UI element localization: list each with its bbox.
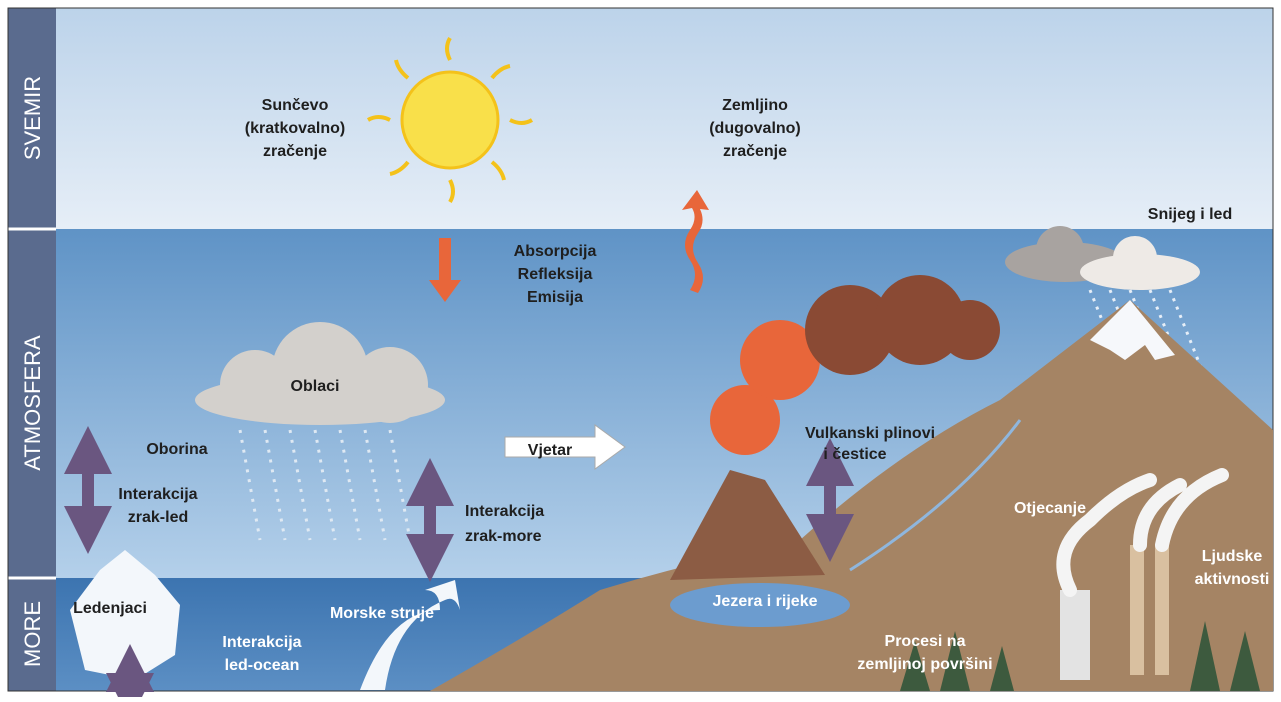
label: Oborina [146, 441, 207, 458]
label: (kratkovalno) [245, 120, 345, 137]
label: Vulkanski plinovi [805, 425, 935, 442]
label: led-ocean [225, 657, 300, 674]
label: zračenje [263, 143, 327, 160]
label: Zemljino [722, 97, 788, 114]
band-label: ATMOSFERA [20, 335, 45, 471]
label: zračenje [723, 143, 787, 160]
label: zemljinoj površini [857, 656, 992, 673]
label: Interakcija [465, 503, 544, 520]
climate-diagram: SVEMIR ATMOSFERA MORE [0, 0, 1281, 697]
label: Interakcija [118, 486, 197, 503]
label: i čestice [823, 446, 886, 463]
label: Morske struje [330, 605, 434, 622]
sun-disk [402, 72, 498, 168]
label: Ljudske [1202, 548, 1263, 565]
band-label: MORE [20, 601, 45, 667]
label: zrak-led [128, 509, 188, 526]
label: aktivnosti [1195, 571, 1270, 588]
label: zrak-more [465, 528, 542, 545]
label: Vjetar [528, 442, 572, 459]
label: Ledenjaci [73, 600, 147, 617]
label: Sunčevo [262, 97, 329, 114]
label: Emisija [527, 289, 583, 306]
label: Absorpcija [514, 243, 597, 260]
band-label: SVEMIR [20, 76, 45, 160]
space-region [56, 8, 1273, 229]
label: Jezera i rijeke [713, 593, 818, 610]
label: Otjecanje [1014, 500, 1086, 517]
label: Refleksija [518, 266, 593, 283]
label: Oblaci [291, 378, 340, 395]
label: Interakcija [222, 634, 301, 651]
label: Procesi na [885, 633, 966, 650]
label: (dugovalno) [709, 120, 801, 137]
label: Snijeg i led [1148, 206, 1232, 223]
